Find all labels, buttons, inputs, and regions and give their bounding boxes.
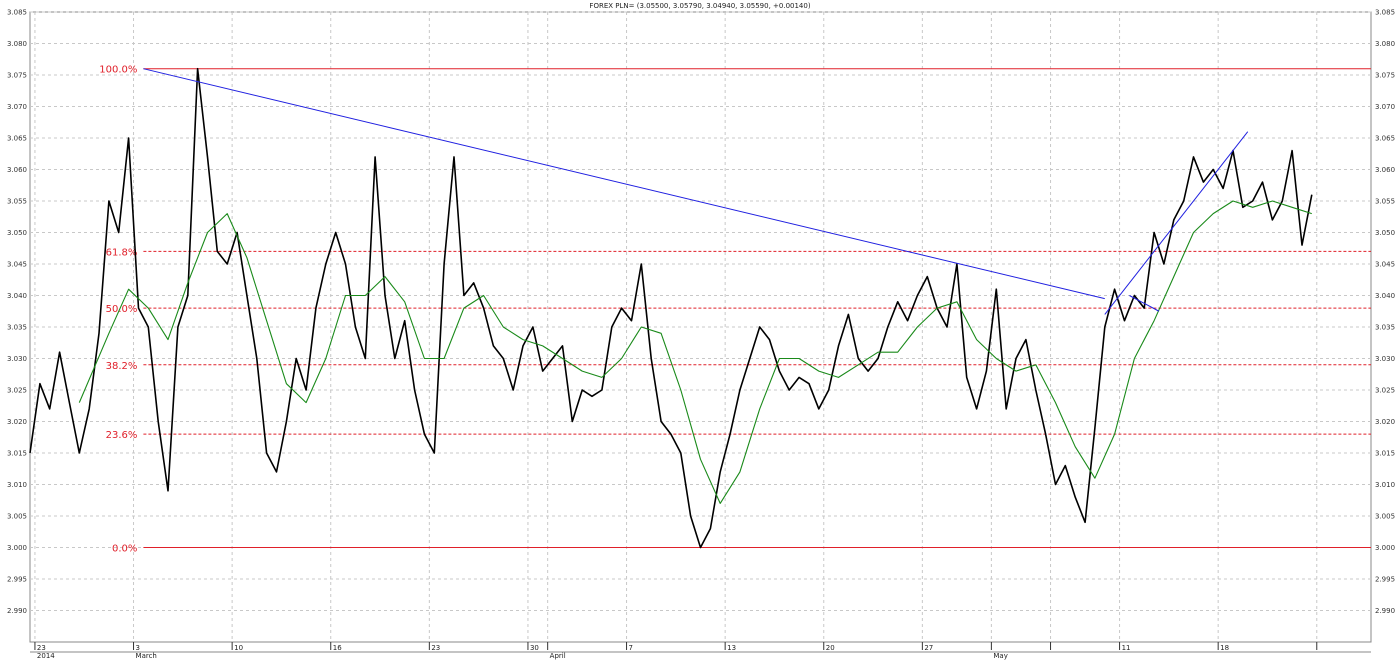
grid <box>30 11 1371 642</box>
y-tick-label-right: 3.070 <box>1375 103 1395 111</box>
y-tick-label-left: 3.040 <box>7 292 27 300</box>
x-tick-sublabel: April <box>550 652 566 660</box>
y-tick-label-right: 3.015 <box>1375 450 1395 458</box>
y-tick-label-right: 3.020 <box>1375 418 1395 426</box>
y-tick-label-left: 3.030 <box>7 355 27 363</box>
y-tick-label-left: 3.045 <box>7 261 27 269</box>
y-tick-label-left: 3.060 <box>7 166 27 174</box>
y-tick-label-left: 3.005 <box>7 513 27 521</box>
series <box>29 67 1313 549</box>
y-tick-label-right: 3.050 <box>1375 229 1395 237</box>
x-tick-sublabel: March <box>136 652 157 660</box>
y-tick-label-left: 3.010 <box>7 481 27 489</box>
y-tick-label-right: 2.995 <box>1375 576 1395 584</box>
y-axis-left: 2.990 2.995 3.000 3.005 3.010 3.015 3.020 3.025… <box>7 9 27 616</box>
x-tick-label: 30 <box>530 644 539 652</box>
y-tick-label-right: 3.000 <box>1375 544 1395 552</box>
y-tick-label-right: 3.080 <box>1375 40 1395 48</box>
y-tick-label-right: 3.045 <box>1375 261 1395 269</box>
y-tick-label-right: 3.065 <box>1375 135 1395 143</box>
fib-level-label: 0.0% <box>112 544 137 555</box>
x-tick-label: 20 <box>826 644 835 652</box>
y-tick-label-right: 3.040 <box>1375 292 1395 300</box>
x-tick-label: 23 <box>431 644 440 652</box>
y-tick-label-left: 3.050 <box>7 229 27 237</box>
y-tick-label-right: 3.035 <box>1375 324 1395 332</box>
x-tick-label: 3 <box>136 644 140 652</box>
x-tick-label: 7 <box>629 644 633 652</box>
y-tick-label-right: 3.025 <box>1375 387 1395 395</box>
y-tick-label-left: 2.990 <box>7 607 27 615</box>
x-tick-label: 11 <box>1122 644 1131 652</box>
chart-title: FOREX PLN= (3.05500, 3.05790, 3.04940, 3… <box>589 2 810 10</box>
y-tick-label-left: 3.025 <box>7 387 27 395</box>
x-tick-sublabel: May <box>993 652 1007 660</box>
y-tick-label-left: 3.085 <box>7 9 27 17</box>
y-tick-label-left: 3.075 <box>7 72 27 80</box>
y-tick-label-right: 3.075 <box>1375 72 1395 80</box>
y-tick-label-right: 3.030 <box>1375 355 1395 363</box>
x-tick-sublabel: 2014 <box>37 652 55 660</box>
y-tick-label-left: 3.055 <box>7 198 27 206</box>
moving-average-line <box>78 200 1312 504</box>
y-tick-label-left: 3.065 <box>7 135 27 143</box>
y-tick-label-left: 3.070 <box>7 103 27 111</box>
y-tick-label-left: 3.000 <box>7 544 27 552</box>
y-tick-label-left: 3.020 <box>7 418 27 426</box>
x-tick-label: 23 <box>37 644 46 652</box>
x-tick-label: 13 <box>727 644 736 652</box>
trendline <box>1129 295 1160 312</box>
trendline <box>143 68 1105 300</box>
y-tick-label-right: 3.005 <box>1375 513 1395 521</box>
y-tick-label-left: 2.995 <box>7 576 27 584</box>
x-tick-label: 16 <box>333 644 342 652</box>
y-tick-label-left: 3.080 <box>7 40 27 48</box>
x-tick-label: 18 <box>1220 644 1229 652</box>
y-tick-label-right: 3.085 <box>1375 9 1395 17</box>
trendline <box>1104 131 1249 315</box>
y-tick-label-right: 3.055 <box>1375 198 1395 206</box>
y-axis-right: 2.990 2.995 3.000 3.005 3.010 3.015 3.020 3.025… <box>1375 9 1395 616</box>
fib-level-label: 23.6% <box>106 430 138 441</box>
fib-level-label: 50.0% <box>106 304 138 315</box>
y-tick-label-left: 3.015 <box>7 450 27 458</box>
y-tick-label-left: 3.035 <box>7 324 27 332</box>
fibonacci-levels: 100.0% 61.8% 50.0% 38.2% 23.6% 0.0% <box>99 65 1371 555</box>
x-tick-label: 27 <box>924 644 933 652</box>
fib-level-label: 61.8% <box>106 247 138 258</box>
trendlines <box>143 68 1249 315</box>
x-tick-label: 10 <box>234 644 243 652</box>
fib-level-label: 100.0% <box>99 65 137 76</box>
y-tick-label-right: 2.990 <box>1375 607 1395 615</box>
y-tick-label-right: 3.010 <box>1375 481 1395 489</box>
fib-level-label: 38.2% <box>106 361 138 372</box>
y-tick-label-right: 3.060 <box>1375 166 1395 174</box>
price-line <box>29 67 1313 549</box>
